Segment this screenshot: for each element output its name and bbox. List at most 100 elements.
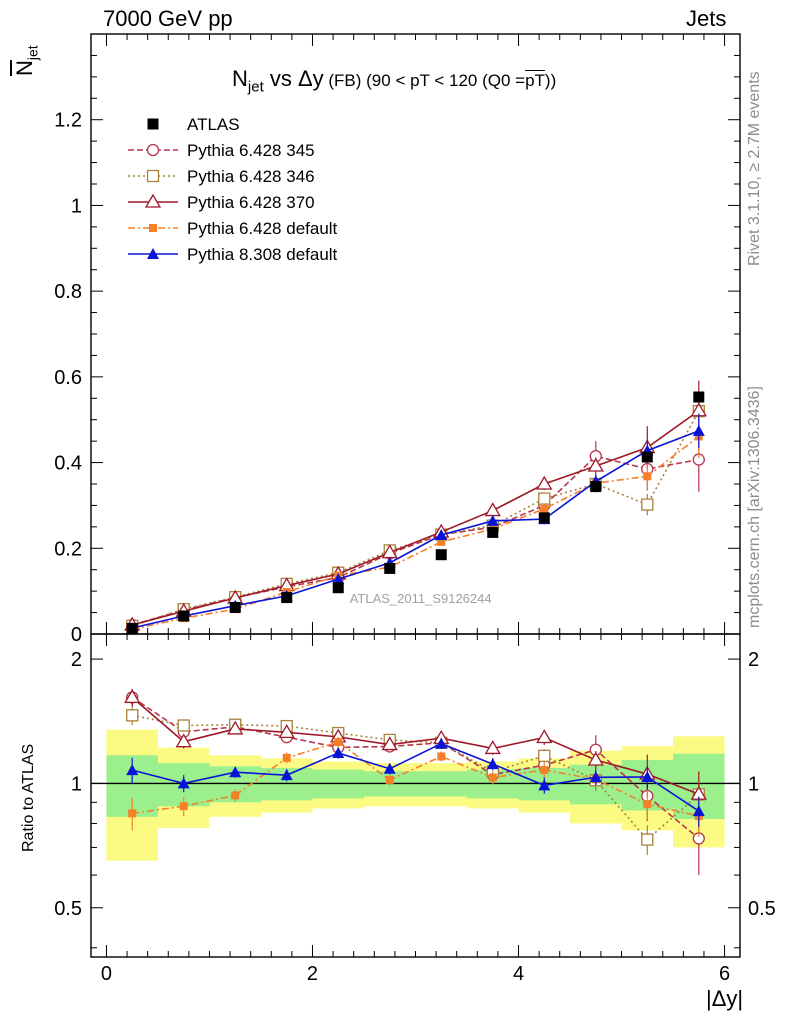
series-line-pythia-6-428-default bbox=[132, 435, 700, 631]
ratio-point-pythia-8-308-default bbox=[383, 762, 396, 774]
point-pythia-6-428-370 bbox=[587, 457, 604, 472]
x-tick-label: 6 bbox=[719, 963, 730, 985]
point-atlas bbox=[126, 622, 138, 634]
chart-title: Njet vs Δy (FB) (90 < pT < 120 (Q0 =pT)) bbox=[232, 66, 557, 96]
point-atlas bbox=[590, 481, 602, 493]
ratio-line-pythia-6-428-default bbox=[132, 741, 699, 817]
x-axis-label: |Δy| bbox=[706, 986, 744, 1011]
y-tick-label: 0.8 bbox=[54, 281, 82, 303]
ratio-point-pythia-8-308-default bbox=[435, 737, 448, 749]
legend-label-atlas: ATLAS bbox=[187, 115, 240, 134]
ratio-point-pythia-6-428-default bbox=[128, 809, 137, 818]
ratio-point-pythia-8-308-default bbox=[177, 777, 190, 789]
point-atlas bbox=[487, 526, 499, 538]
energy-label: 7000 GeV pp bbox=[103, 6, 233, 31]
ratio-point-pythia-6-428-346 bbox=[538, 749, 551, 763]
legend-label-pythia-6-428-370: Pythia 6.428 370 bbox=[187, 193, 315, 212]
point-atlas bbox=[538, 512, 550, 524]
ratio-line-pythia-6-428-345 bbox=[131, 696, 700, 840]
ratio-point-pythia-8-308-default bbox=[589, 771, 602, 783]
series-line-pythia-6-428-370 bbox=[132, 410, 700, 626]
y-tick-label: 0.2 bbox=[54, 538, 82, 560]
point-pythia-6-428-default bbox=[437, 537, 446, 546]
point-atlas bbox=[281, 592, 293, 604]
ratio-tick-label-right: 2 bbox=[748, 649, 759, 671]
ratio-point-pythia-6-428-370 bbox=[536, 729, 553, 744]
point-atlas bbox=[384, 562, 396, 574]
ratio-point-pythia-6-428-default bbox=[334, 738, 343, 747]
ratio-point-pythia-6-428-370 bbox=[227, 720, 244, 735]
ratio-point-pythia-6-428-default bbox=[540, 766, 549, 775]
ratio-point-pythia-8-308-default bbox=[332, 746, 345, 758]
ratio-point-pythia-6-428-default bbox=[231, 791, 240, 800]
ratio-point-pythia-8-308-default bbox=[538, 779, 551, 791]
ratio-point-pythia-8-308-default bbox=[641, 771, 654, 783]
ratio-point-pythia-6-428-default bbox=[488, 773, 497, 782]
ratio-point-pythia-6-428-default bbox=[282, 753, 291, 762]
y-tick-label: 1 bbox=[71, 195, 82, 217]
y-tick-label: 0.4 bbox=[54, 453, 82, 475]
ratio-tick-label-right: 0.5 bbox=[748, 898, 776, 920]
legend-marker-pythia-6-428-370 bbox=[144, 193, 162, 208]
point-pythia-8-308-default bbox=[692, 424, 705, 436]
legend-label-pythia-6-428-345: Pythia 6.428 345 bbox=[187, 141, 315, 160]
ratio-point-pythia-6-428-default bbox=[437, 752, 446, 761]
jets-label: Jets bbox=[686, 6, 727, 31]
point-pythia-6-428-346 bbox=[538, 492, 551, 505]
y-tick-label: 1.2 bbox=[54, 110, 82, 132]
ratio-point-pythia-8-308-default bbox=[229, 766, 242, 778]
x-tick-label: 0 bbox=[101, 963, 112, 985]
y-axis-label: Njet bbox=[12, 45, 41, 76]
point-pythia-6-428-default bbox=[540, 504, 549, 513]
ratio-point-pythia-6-428-370 bbox=[175, 733, 192, 748]
ratio-point-pythia-8-308-default bbox=[280, 769, 293, 781]
mcplots-label: mcplots.cern.ch [arXiv:1306.3436] bbox=[746, 386, 763, 628]
x-tick-label: 4 bbox=[513, 963, 524, 985]
ratio-point-pythia-6-428-default bbox=[643, 800, 652, 809]
point-atlas bbox=[435, 549, 447, 561]
legend-marker-pythia-6-428-345 bbox=[146, 143, 160, 157]
point-atlas bbox=[229, 601, 241, 613]
ratio-tick-label: 2 bbox=[71, 649, 82, 671]
ratio-point-pythia-6-428-370 bbox=[381, 736, 398, 751]
ratio-point-pythia-6-428-370 bbox=[124, 689, 141, 704]
ratio-point-pythia-6-428-370 bbox=[484, 740, 501, 755]
watermark-text: ATLAS_2011_S9126244 bbox=[350, 591, 492, 606]
point-pythia-6-428-346 bbox=[641, 498, 654, 511]
y-tick-label: 0 bbox=[71, 624, 82, 646]
point-pythia-8-308-default bbox=[332, 573, 345, 585]
point-pythia-6-428-370 bbox=[536, 475, 553, 490]
legend-label-pythia-8-308-default: Pythia 8.308 default bbox=[187, 245, 338, 264]
ratio-point-pythia-8-308-default bbox=[126, 764, 139, 776]
ratio-tick-label-right: 1 bbox=[748, 773, 759, 795]
ratio-point-pythia-6-428-370 bbox=[278, 724, 295, 738]
ratio-line-pythia-6-428-370 bbox=[131, 696, 700, 795]
ratio-tick-label: 1 bbox=[71, 773, 82, 795]
x-tick-label: 2 bbox=[307, 963, 318, 985]
ratio-y-axis-label: Ratio to ATLAS bbox=[20, 743, 37, 852]
point-atlas bbox=[693, 391, 705, 403]
legend-marker-atlas bbox=[147, 118, 159, 130]
legend-marker-pythia-8-308-default bbox=[147, 248, 159, 259]
point-pythia-6-428-370 bbox=[484, 502, 501, 517]
y-tick-label: 0.6 bbox=[54, 367, 82, 389]
legend-marker-pythia-6-428-default bbox=[149, 224, 157, 232]
point-atlas bbox=[332, 582, 344, 594]
series-line-pythia-8-308-default bbox=[132, 430, 700, 629]
rivet-label: Rivet 3.1.10, ≥ 2.7M events bbox=[746, 71, 763, 266]
point-pythia-8-308-default bbox=[486, 514, 499, 526]
legend-marker-pythia-6-428-346 bbox=[146, 169, 160, 183]
point-atlas bbox=[178, 610, 190, 622]
ratio-tick-label: 0.5 bbox=[54, 898, 82, 920]
legend-label-pythia-6-428-default: Pythia 6.428 default bbox=[187, 219, 338, 238]
ratio-line-pythia-8-308-default bbox=[132, 742, 700, 812]
ratio-point-pythia-6-428-346 bbox=[641, 833, 654, 846]
point-pythia-8-308-default bbox=[435, 529, 448, 540]
legend-label-pythia-6-428-346: Pythia 6.428 346 bbox=[187, 167, 315, 186]
point-pythia-6-428-default bbox=[643, 472, 652, 481]
ratio-point-pythia-8-308-default bbox=[486, 758, 499, 770]
ratio-point-pythia-6-428-370 bbox=[587, 751, 604, 766]
ratio-point-pythia-6-428-default bbox=[385, 775, 394, 784]
ratio-point-pythia-6-428-default bbox=[179, 802, 188, 811]
